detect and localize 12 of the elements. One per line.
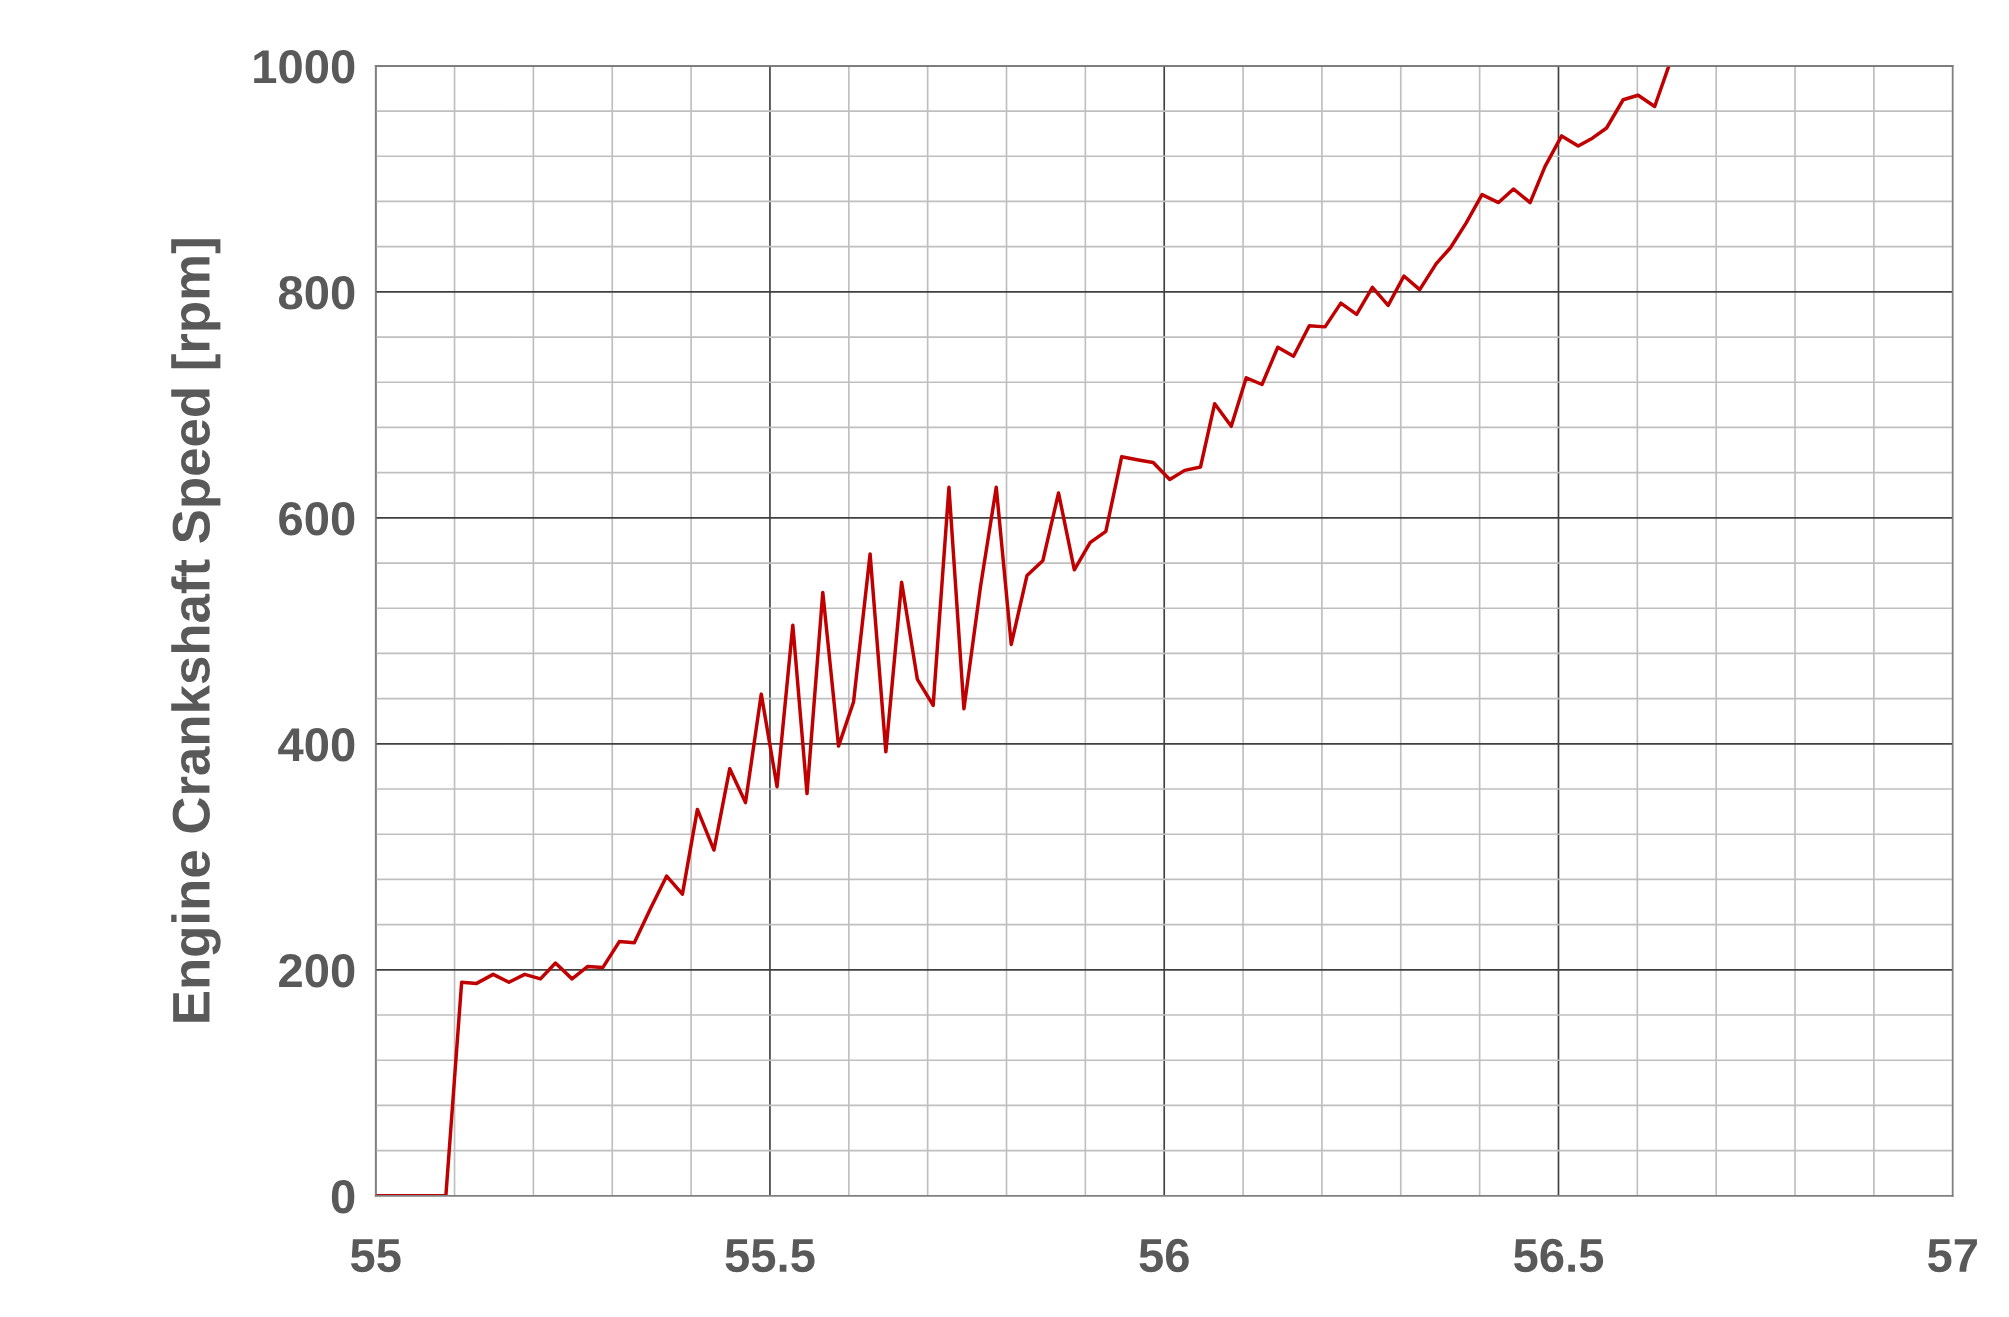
y-tick-label: 200 — [279, 953, 355, 988]
y-tick-label: 600 — [279, 501, 355, 536]
y-tick-label: 400 — [278, 727, 355, 762]
y-tick-label: 1000 — [254, 49, 355, 84]
y-axis-title: Engine Crankshaft Speed [rpm] — [171, 239, 221, 1022]
x-tick-label: 57 — [1927, 1239, 1977, 1273]
y-tick-label: 0 — [331, 1179, 355, 1214]
x-tick-label: 55 — [350, 1239, 401, 1273]
x-tick-label: 56.5 — [1513, 1238, 1604, 1273]
x-tick-label: 56 — [1139, 1238, 1189, 1273]
x-tick-label: 55.5 — [725, 1239, 815, 1273]
y-tick-label: 800 — [278, 275, 355, 310]
